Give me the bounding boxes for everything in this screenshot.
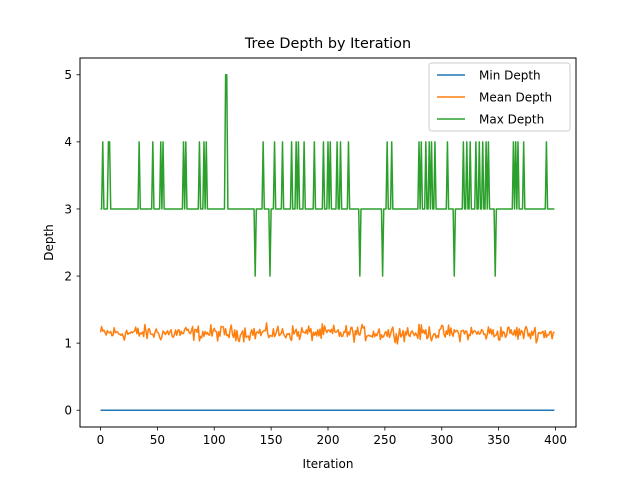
x-tick-label: 200 [317, 433, 340, 447]
x-tick-label: 0 [97, 433, 105, 447]
y-axis-label: Depth [42, 224, 56, 261]
y-tick-label: 3 [64, 202, 72, 216]
x-tick-label: 150 [260, 433, 283, 447]
legend-label: Mean Depth [479, 90, 552, 104]
plot-area [99, 74, 555, 411]
x-tick-label: 400 [544, 433, 567, 447]
legend-label: Min Depth [479, 68, 541, 82]
x-tick-label: 100 [203, 433, 226, 447]
x-tick-label: 250 [373, 433, 396, 447]
y-axis: 0 1 2 3 4 5 [64, 68, 80, 418]
x-axis-label: Iteration [303, 457, 354, 471]
legend-label: Max Depth [479, 112, 544, 126]
series-line-max-depth [100, 74, 555, 277]
y-tick-label: 5 [64, 68, 72, 82]
legend: Min Depth Mean Depth Max Depth [428, 62, 571, 132]
y-tick-label: 1 [64, 336, 72, 350]
x-tick-label: 350 [487, 433, 510, 447]
series-line-mean-depth [99, 322, 555, 345]
y-tick-label: 0 [64, 404, 72, 418]
x-tick-label: 50 [150, 433, 165, 447]
chart-title: Tree Depth by Iteration [244, 36, 411, 52]
y-tick-label: 2 [64, 269, 72, 283]
legend-box [428, 62, 571, 132]
x-axis: 0 50 100 150 200 250 300 350 400 [97, 427, 567, 447]
x-tick-label: 300 [430, 433, 453, 447]
y-tick-label: 4 [64, 135, 72, 149]
